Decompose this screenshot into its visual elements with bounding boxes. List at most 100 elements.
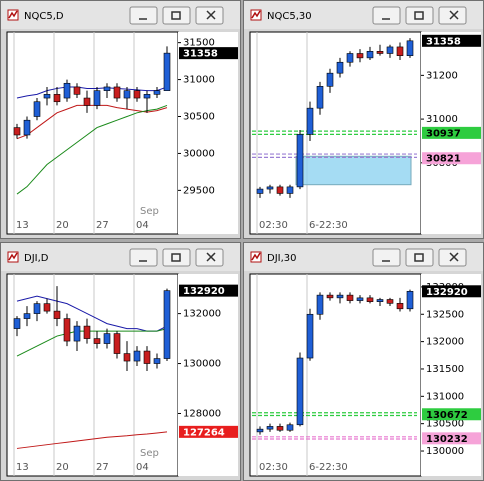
- candle-body: [63, 318, 71, 342]
- maximize-button[interactable]: [405, 248, 434, 267]
- candle-body: [316, 85, 324, 109]
- candle-body: [153, 90, 161, 95]
- price-tag-label: 31358: [426, 36, 461, 47]
- moving-average: [16, 86, 168, 99]
- axis-area: [178, 274, 238, 476]
- price-tag: [422, 285, 481, 298]
- candle-body: [63, 82, 71, 99]
- y-tick-label: 132000: [426, 337, 464, 348]
- candle-body: [23, 119, 31, 136]
- minimize-button[interactable]: [129, 6, 158, 25]
- candle-body: [356, 297, 364, 301]
- y-tick-label: 29500: [183, 185, 215, 196]
- candle-body: [113, 333, 121, 354]
- price-tag: [179, 47, 238, 60]
- candle-body: [13, 318, 21, 329]
- candle-body: [93, 90, 101, 106]
- candle-body: [256, 428, 264, 433]
- price-tag-label: 132920: [183, 286, 225, 297]
- maximize-button-glyph: [171, 11, 181, 20]
- candle-body: [73, 325, 81, 342]
- close-button-glyph: [449, 10, 459, 20]
- candle-body: [386, 299, 394, 304]
- price-tag-label: 31358: [183, 49, 218, 60]
- minimize-button[interactable]: [372, 248, 401, 267]
- x-tick-label: 27: [96, 220, 109, 231]
- price-tag: [422, 126, 481, 139]
- minimize-button[interactable]: [372, 6, 401, 25]
- x-tick-label: 04: [136, 462, 149, 473]
- candle-body: [306, 313, 314, 359]
- candle-body: [143, 94, 151, 99]
- x-tick-label: 04: [136, 220, 149, 231]
- close-button-glyph: [206, 10, 216, 20]
- moving-average: [16, 104, 168, 195]
- y-tick-label: 31000: [426, 114, 458, 125]
- chart-window: NQC5,3002:306-22:30312003100030800313583…: [243, 0, 484, 239]
- price-tag-label: 30937: [426, 128, 461, 139]
- y-tick-label: 30000: [183, 148, 215, 159]
- window-icon-mark: [8, 252, 18, 261]
- candle-body: [133, 350, 141, 362]
- candle-body: [276, 186, 284, 194]
- candle-body: [396, 303, 404, 310]
- candle-body: [406, 290, 414, 310]
- candle-body: [103, 333, 111, 344]
- candle-body: [163, 52, 171, 91]
- x-tick-label: 20: [56, 462, 69, 473]
- y-tick-label: 132500: [426, 309, 464, 320]
- moving-average: [16, 431, 168, 449]
- window-title: DJI,D: [24, 253, 49, 264]
- candle-body: [163, 290, 171, 359]
- x-tick-label: 20: [56, 220, 69, 231]
- window-title: NQC5,D: [24, 11, 64, 22]
- x-tick-label: 02:30: [259, 462, 288, 473]
- maximize-button-glyph: [414, 11, 424, 20]
- axis-area: [178, 32, 238, 234]
- candle-body: [286, 424, 294, 431]
- x-tick-label: 6-22:30: [309, 462, 348, 473]
- price-tag-label: 30821: [426, 154, 461, 165]
- candle-body: [306, 107, 314, 135]
- candle-body: [43, 94, 51, 99]
- plot-area: [249, 31, 422, 235]
- price-tag: [422, 34, 481, 47]
- price-tag-label: 132920: [426, 287, 468, 298]
- candle-body: [336, 294, 344, 299]
- price-tag: [179, 284, 238, 297]
- maximize-button[interactable]: [162, 248, 191, 267]
- x-annotation: Sep: [140, 448, 159, 459]
- candle-body: [326, 72, 334, 87]
- price-tag: [422, 408, 481, 421]
- plot-area: [6, 273, 179, 477]
- zone: [295, 155, 412, 186]
- candle-body: [346, 53, 354, 63]
- y-tick-label: 31200: [426, 70, 458, 81]
- close-button-glyph: [449, 252, 459, 262]
- maximize-button[interactable]: [162, 6, 191, 25]
- minimize-button[interactable]: [129, 248, 158, 267]
- candle-body: [43, 303, 51, 312]
- chart-window: DJI,3002:306-22:301330001325001320001315…: [243, 242, 484, 481]
- maximize-button[interactable]: [405, 6, 434, 25]
- candle-body: [406, 40, 414, 56]
- price-tag-label: 127264: [183, 427, 225, 438]
- candle-body: [103, 86, 111, 91]
- candle-body: [266, 426, 274, 430]
- candle-body: [286, 186, 294, 194]
- price-tag: [422, 432, 481, 445]
- candle-body: [276, 426, 284, 431]
- candle-body: [123, 353, 131, 362]
- window-icon-mark: [251, 10, 261, 19]
- plot-area: [6, 31, 179, 235]
- y-tick-label: 31000: [183, 75, 215, 86]
- candle-body: [33, 303, 41, 314]
- candle-body: [53, 310, 61, 319]
- candle-body: [376, 299, 384, 302]
- y-tick-label: 131000: [426, 391, 464, 402]
- candle-body: [153, 358, 161, 364]
- y-tick-label: 130000: [426, 446, 464, 457]
- candle-body: [83, 97, 91, 106]
- candle-body: [356, 53, 364, 59]
- price-tag-label: 130232: [426, 434, 468, 445]
